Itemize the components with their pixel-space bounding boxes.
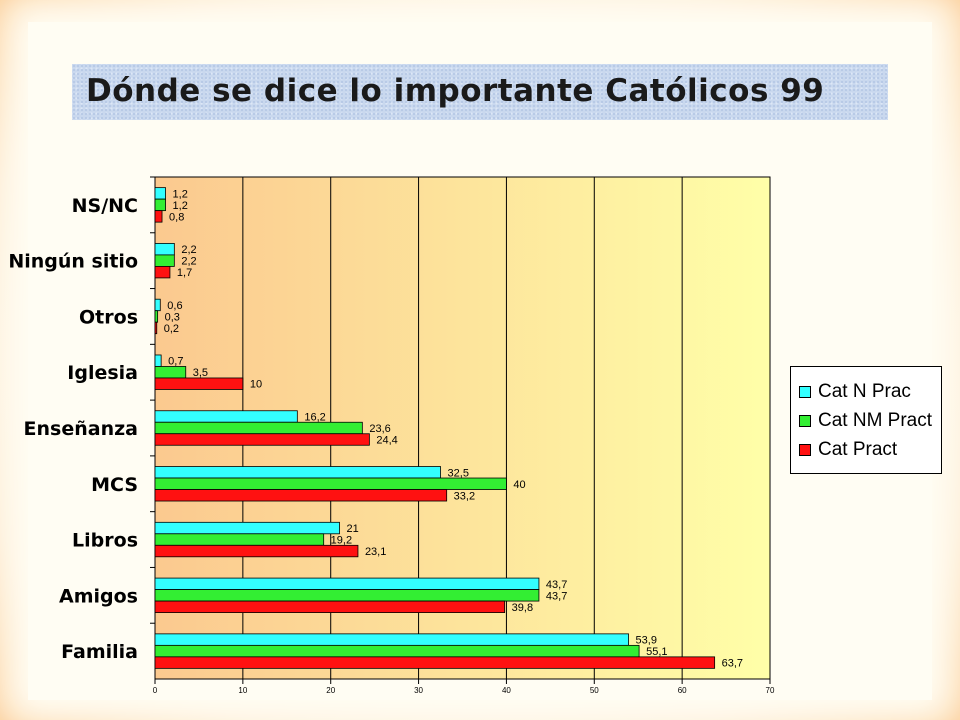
bar [154,298,161,312]
x-tick-label: 40 [502,686,511,695]
legend-label-cat-nm-pract: Cat NM Pract [818,409,933,431]
legend-swatch-cat-pract [799,443,811,456]
title-banner: Dónde se dice lo importante Católicos 99 [72,64,888,120]
legend-item-cat-nm-pract: Cat NM Pract [799,406,941,435]
data-label: 23,1 [365,546,386,558]
legend-swatch-cat-n-prac [799,385,811,398]
bar [154,421,363,435]
bar [154,633,629,646]
data-label: 0,8 [169,211,184,223]
data-label: 3,5 [193,367,208,379]
category-label: Libros [72,530,138,552]
data-label: 10 [250,379,262,391]
legend-item-cat-n-prac: Cat N Prac [799,377,941,406]
bar [154,321,158,335]
x-tick-label: 10 [238,686,247,695]
bar [154,544,359,558]
data-label: 1,2 [173,200,188,212]
bar [154,656,716,669]
bar [154,210,163,223]
data-label: 32,5 [448,467,469,479]
data-label: 24,4 [376,435,397,447]
data-label: 21 [347,523,359,535]
legend-item-cat-pract: Cat Pract [799,435,941,464]
chart-legend: Cat N Prac Cat NM Pract Cat Pract [790,366,942,474]
x-tick-label: 70 [766,686,775,695]
bar [154,187,166,200]
bar [154,477,507,490]
bar [154,377,244,390]
category-label: Familia [61,641,138,663]
data-label: 43,7 [546,579,567,591]
bar [154,489,448,502]
data-label: 0,3 [165,311,180,323]
category-label: MCS [91,474,138,496]
data-label: 0,6 [167,300,182,312]
data-label: 43,7 [546,590,567,602]
data-label: 16,2 [304,412,325,424]
data-label: 2,2 [181,244,196,256]
bar [154,600,506,613]
category-label: Otros [79,306,138,328]
bar [154,243,175,256]
data-label: 39,8 [512,602,533,614]
bar [154,410,298,423]
category-label: Ningún sitio [8,251,138,273]
x-tick-label: 50 [590,686,599,695]
bar [154,354,162,367]
data-label: 1,7 [177,267,192,279]
bar [154,521,340,535]
legend-label-cat-pract: Cat Pract [818,438,898,460]
category-label: NS/NC [72,195,138,217]
bar [154,366,187,379]
data-label: 33,2 [454,490,475,502]
x-tick-label: 60 [678,686,687,695]
data-label: 40 [513,479,525,491]
x-tick-label: 20 [326,686,335,695]
data-label: 63,7 [722,658,743,670]
bar [154,533,325,546]
bar [154,310,159,323]
data-label: 2,2 [181,256,196,268]
data-label: 55,1 [646,646,667,658]
bar [154,466,441,479]
category-label: Amigos [59,585,138,607]
bar [154,433,370,446]
data-label: 23,6 [369,423,390,435]
slide-title: Dónde se dice lo importante Católicos 99 [86,73,825,109]
data-label: 0,2 [164,323,179,335]
bar [154,254,175,267]
data-label: 1,2 [173,188,188,200]
data-label: 0,7 [168,356,183,368]
bar [154,266,171,279]
bar [154,198,166,212]
bar [154,589,540,602]
category-label: Iglesia [67,362,138,384]
x-tick-label: 0 [153,686,158,695]
legend-label-cat-n-prac: Cat N Prac [818,380,911,402]
data-label: 53,9 [636,635,657,647]
legend-swatch-cat-nm-pract [799,414,811,427]
data-label: 19,2 [331,535,352,547]
bar [154,577,540,590]
x-tick-label: 30 [414,686,423,695]
category-label: Enseñanza [24,418,138,440]
bar [154,644,640,658]
